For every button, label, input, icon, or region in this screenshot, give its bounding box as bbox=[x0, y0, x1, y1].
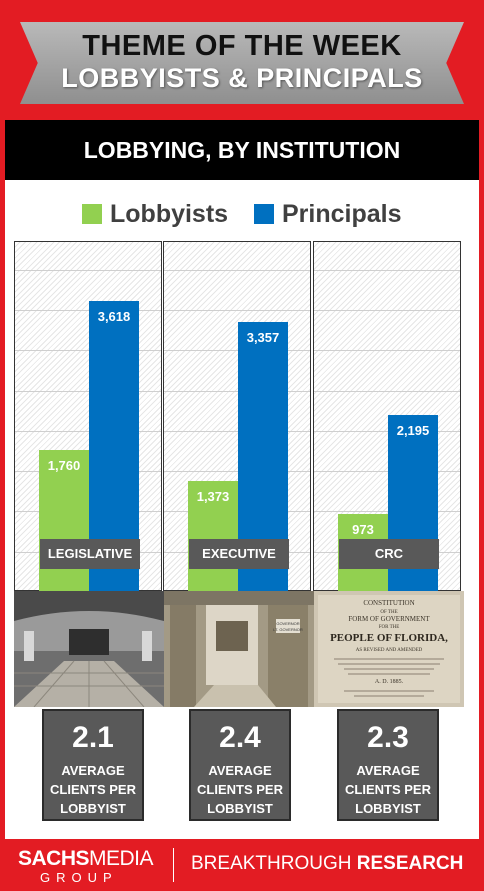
doc-line-7: A. D. 1885. bbox=[375, 679, 404, 685]
doc-line-4: FOR THE bbox=[379, 625, 400, 630]
gridline bbox=[164, 269, 310, 271]
banner-title-line2: LOBBYISTS & PRINCIPALS bbox=[61, 63, 423, 93]
gridline bbox=[15, 269, 161, 271]
stat-caption-line: AVERAGE bbox=[61, 763, 125, 778]
panel-crc: 973 2,195 CRC bbox=[313, 241, 461, 592]
stat-box-executive: 2.4 AVERAGE CLIENTS PER LOBBYIST bbox=[189, 709, 291, 821]
gridline bbox=[15, 390, 161, 392]
gridline bbox=[314, 390, 460, 392]
gridline bbox=[314, 511, 460, 513]
doc-line-2: OF THE bbox=[380, 610, 397, 615]
data-label-lobbyists-legislative: 1,760 bbox=[47, 458, 81, 474]
legend-item-lobbyists: Lobbyists bbox=[82, 198, 228, 230]
legend-item-principals: Principals bbox=[254, 198, 402, 230]
tagline-bold: RESEARCH bbox=[356, 853, 464, 874]
gridline bbox=[15, 350, 161, 352]
legend-label-lobbyists: Lobbyists bbox=[110, 199, 229, 228]
title-banner bbox=[20, 22, 464, 104]
stat-caption-line: CLIENTS PER bbox=[345, 782, 431, 797]
doc-line-3: FORM OF GOVERNMENT bbox=[348, 615, 430, 623]
bar-lobbyists-executive bbox=[188, 481, 238, 592]
stat-caption-executive: AVERAGE CLIENTS PER LOBBYIST bbox=[191, 761, 289, 818]
stat-caption-line: LOBBYIST bbox=[60, 801, 126, 816]
chart-title: LOBBYING, BY INSTITUTION bbox=[5, 120, 479, 180]
stat-caption-line: CLIENTS PER bbox=[50, 782, 136, 797]
gridline bbox=[164, 471, 310, 473]
logo-sub: GROUP bbox=[40, 870, 118, 885]
gridline bbox=[314, 471, 460, 473]
photo-capitol-rotunda bbox=[14, 591, 164, 707]
stat-caption-crc: AVERAGE CLIENTS PER LOBBYIST bbox=[339, 761, 437, 818]
legend-swatch-principals bbox=[254, 204, 274, 224]
category-label-legislative: LEGISLATIVE bbox=[40, 539, 140, 569]
stat-value-crc: 2.3 bbox=[367, 721, 409, 754]
doc-line-5: PEOPLE OF FLORIDA, bbox=[330, 632, 448, 644]
doc-line-1: CONSTITUTION bbox=[363, 599, 414, 607]
data-label-lobbyists-executive: 1,373 bbox=[196, 489, 230, 505]
photo-governor-office: GOVERNOR LT. GOVERNOR bbox=[164, 591, 314, 707]
data-label-principals-crc: 2,195 bbox=[396, 423, 430, 439]
stat-value-legislative: 2.1 bbox=[72, 721, 114, 754]
tagline-light: BREAKTHROUGH bbox=[191, 853, 357, 874]
gridline bbox=[164, 390, 310, 392]
stat-caption-line: CLIENTS PER bbox=[197, 782, 283, 797]
gridline bbox=[164, 350, 310, 352]
gridline bbox=[164, 430, 310, 432]
logo-bold: SACHS bbox=[18, 847, 90, 870]
data-label-principals-legislative: 3,618 bbox=[97, 308, 131, 324]
gridline bbox=[314, 269, 460, 271]
tagline: BREAKTHROUGH RESEARCH bbox=[191, 853, 463, 875]
gridline bbox=[314, 350, 460, 352]
gridline bbox=[15, 430, 161, 432]
gridline bbox=[314, 430, 460, 432]
stat-value-executive: 2.4 bbox=[219, 721, 261, 754]
logo-rest: MEDIA bbox=[89, 847, 154, 870]
footer-divider bbox=[173, 848, 174, 882]
photo-florida-constitution: CONSTITUTION OF THE FORM OF GOVERNMENT F… bbox=[314, 591, 464, 707]
stat-caption-line: AVERAGE bbox=[356, 763, 420, 778]
doc-line-6: AS REVISED AND AMENDED bbox=[356, 648, 423, 653]
category-label-executive: EXECUTIVE bbox=[189, 539, 289, 569]
stat-caption-line: LOBBYIST bbox=[207, 801, 273, 816]
gridline bbox=[314, 310, 460, 312]
sign-line-1: GOVERNOR bbox=[276, 621, 299, 626]
sign-line-2: LT. GOVERNOR bbox=[273, 627, 303, 632]
banner-title-line1: THEME OF THE WEEK bbox=[82, 30, 402, 62]
gridline bbox=[164, 310, 310, 312]
stat-caption-line: AVERAGE bbox=[208, 763, 272, 778]
data-label-principals-executive: 3,357 bbox=[246, 329, 280, 345]
data-label-lobbyists-crc: 973 bbox=[352, 521, 374, 537]
stat-box-crc: 2.3 AVERAGE CLIENTS PER LOBBYIST bbox=[337, 709, 439, 821]
footer: SACHSMEDIA GROUP BREAKTHROUGH RESEARCH bbox=[0, 839, 484, 891]
legend-label-principals: Principals bbox=[282, 199, 402, 228]
panel-legislative: 1,760 3,618 LEGISLATIVE bbox=[14, 241, 162, 592]
legend: Lobbyists Principals bbox=[0, 198, 484, 230]
sachs-media-logo: SACHSMEDIA bbox=[18, 847, 154, 871]
legend-swatch-lobbyists bbox=[82, 204, 102, 224]
stat-caption-line: LOBBYIST bbox=[355, 801, 421, 816]
panel-executive: 1,373 3,357 EXECUTIVE bbox=[163, 241, 311, 592]
category-label-crc: CRC bbox=[339, 539, 439, 569]
stat-box-legislative: 2.1 AVERAGE CLIENTS PER LOBBYIST bbox=[42, 709, 144, 821]
gridline bbox=[15, 310, 161, 312]
stat-caption-legislative: AVERAGE CLIENTS PER LOBBYIST bbox=[44, 761, 142, 818]
